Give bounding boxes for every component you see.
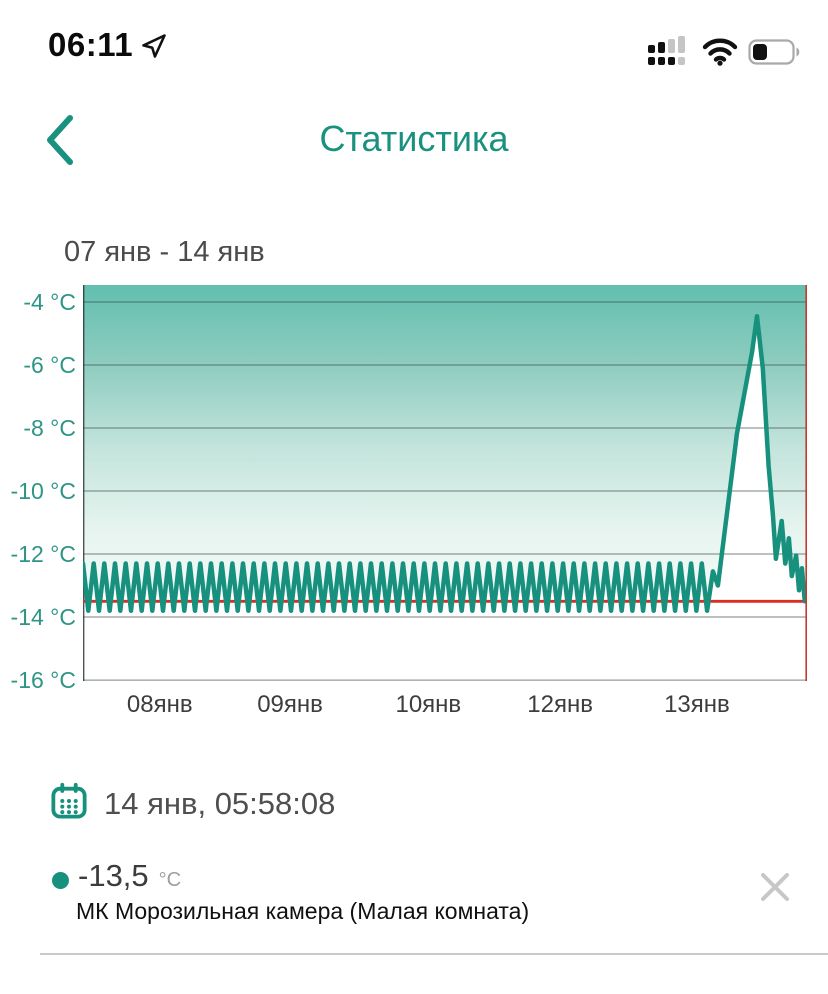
- page-title: Статистика: [319, 118, 509, 159]
- y-axis-label: -4 °C: [23, 289, 76, 315]
- status-icons: [644, 36, 802, 73]
- selected-datetime: 14 янв, 05:58:08: [104, 785, 336, 821]
- section-divider: [40, 953, 828, 955]
- series-color-dot: [52, 872, 69, 889]
- location-arrow-icon: [140, 32, 168, 65]
- calendar-icon: [50, 782, 88, 825]
- status-time: 06:11: [48, 26, 134, 63]
- close-button[interactable]: [756, 868, 794, 906]
- y-axis-label: -6 °C: [23, 352, 76, 379]
- cellular-signal-icon: [644, 36, 692, 73]
- chart-date-range: 07 янв - 14 янв: [64, 236, 265, 268]
- y-axis-label: -8 °C: [23, 415, 76, 442]
- series-name: МК Морозильная камера (Малая комната): [76, 898, 530, 924]
- back-button[interactable]: [36, 110, 92, 170]
- series-value: -13,5: [78, 858, 149, 893]
- x-axis-label: 13янв: [664, 691, 730, 718]
- close-icon: [761, 873, 789, 901]
- y-axis-label: -10 °C: [10, 478, 76, 505]
- x-axis-label: 08янв: [126, 691, 193, 718]
- status-bar: 06:11: [0, 0, 828, 90]
- x-axis-label: 10янв: [395, 691, 462, 718]
- battery-icon: [748, 39, 802, 70]
- wifi-icon: [702, 37, 738, 72]
- y-axis-label: -12 °C: [10, 541, 76, 568]
- y-axis-label: -14 °C: [10, 604, 76, 631]
- series-value-row: -13,5 °C: [78, 858, 181, 894]
- x-axis-label: 09янв: [257, 691, 323, 718]
- chevron-left-icon: [47, 115, 73, 165]
- y-axis-label: -16 °C: [10, 667, 76, 694]
- temperature-chart[interactable]: [83, 285, 807, 681]
- x-axis-label: 12янв: [527, 691, 593, 718]
- selected-datetime-row: 14 янв, 05:58:08: [50, 782, 335, 825]
- series-unit: °C: [158, 869, 182, 891]
